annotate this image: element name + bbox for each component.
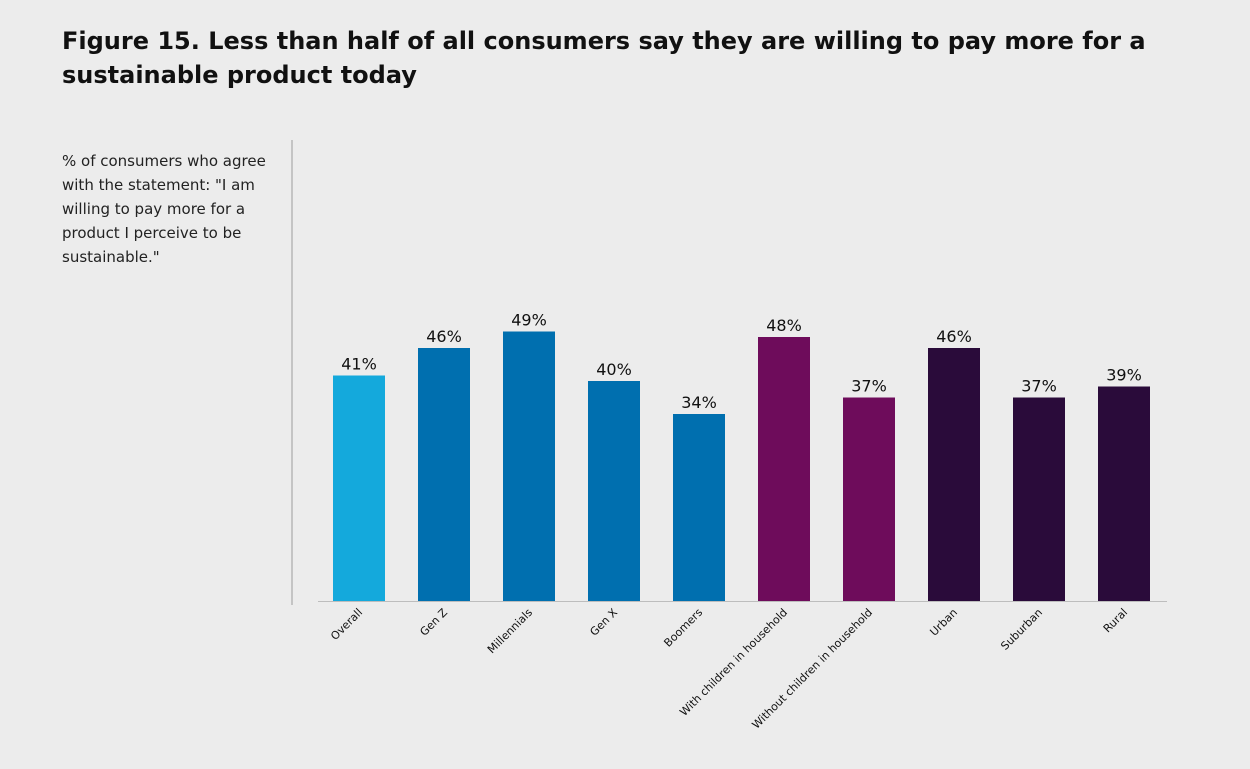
bar-gen-x [588,381,640,601]
x-tick-label-gen-x: Gen X [587,606,620,639]
value-label-without-children-in-household: 37% [851,377,887,396]
bar-suburban [1013,397,1065,601]
bars-group [333,331,1150,601]
value-label-with-children-in-household: 48% [766,316,802,335]
x-tick-label-overall: Overall [328,606,365,643]
bar-with-children-in-household [758,337,810,601]
value-label-millennials: 49% [511,311,547,330]
x-tick-label-urban: Urban [927,606,960,639]
value-label-rural: 39% [1106,366,1142,385]
chart-title: Figure 15. Less than half of all consume… [62,27,1146,89]
value-label-urban: 46% [936,327,972,346]
x-tick-label-boomers: Boomers [661,606,705,650]
x-tick-label-gen-z: Gen Z [417,606,450,639]
bar-millennials [503,331,555,601]
value-labels-group: 41% 46% 49% 40% 34% 48% 37% 46% 37% 39% [341,311,1142,413]
bar-without-children-in-household [843,397,895,601]
x-tick-label-suburban: Suburban [998,606,1045,653]
chart-note: % of consumers who agree with the statem… [62,152,266,266]
value-label-suburban: 37% [1021,377,1057,396]
bar-urban [928,348,980,601]
value-label-overall: 41% [341,355,377,374]
x-tick-label-rural: Rural [1101,606,1130,635]
value-label-gen-z: 46% [426,327,462,346]
bar-gen-z [418,348,470,601]
bar-boomers [673,414,725,601]
value-label-boomers: 34% [681,393,717,412]
value-label-gen-x: 40% [596,360,632,379]
x-tick-label-millennials: Millennials [485,606,535,656]
bar-overall [333,375,385,601]
bar-rural [1098,386,1150,601]
divider-line [291,140,293,605]
x-tick-labels-group: Overall Gen Z Millennials Gen X BoomersWith … [328,606,1130,732]
